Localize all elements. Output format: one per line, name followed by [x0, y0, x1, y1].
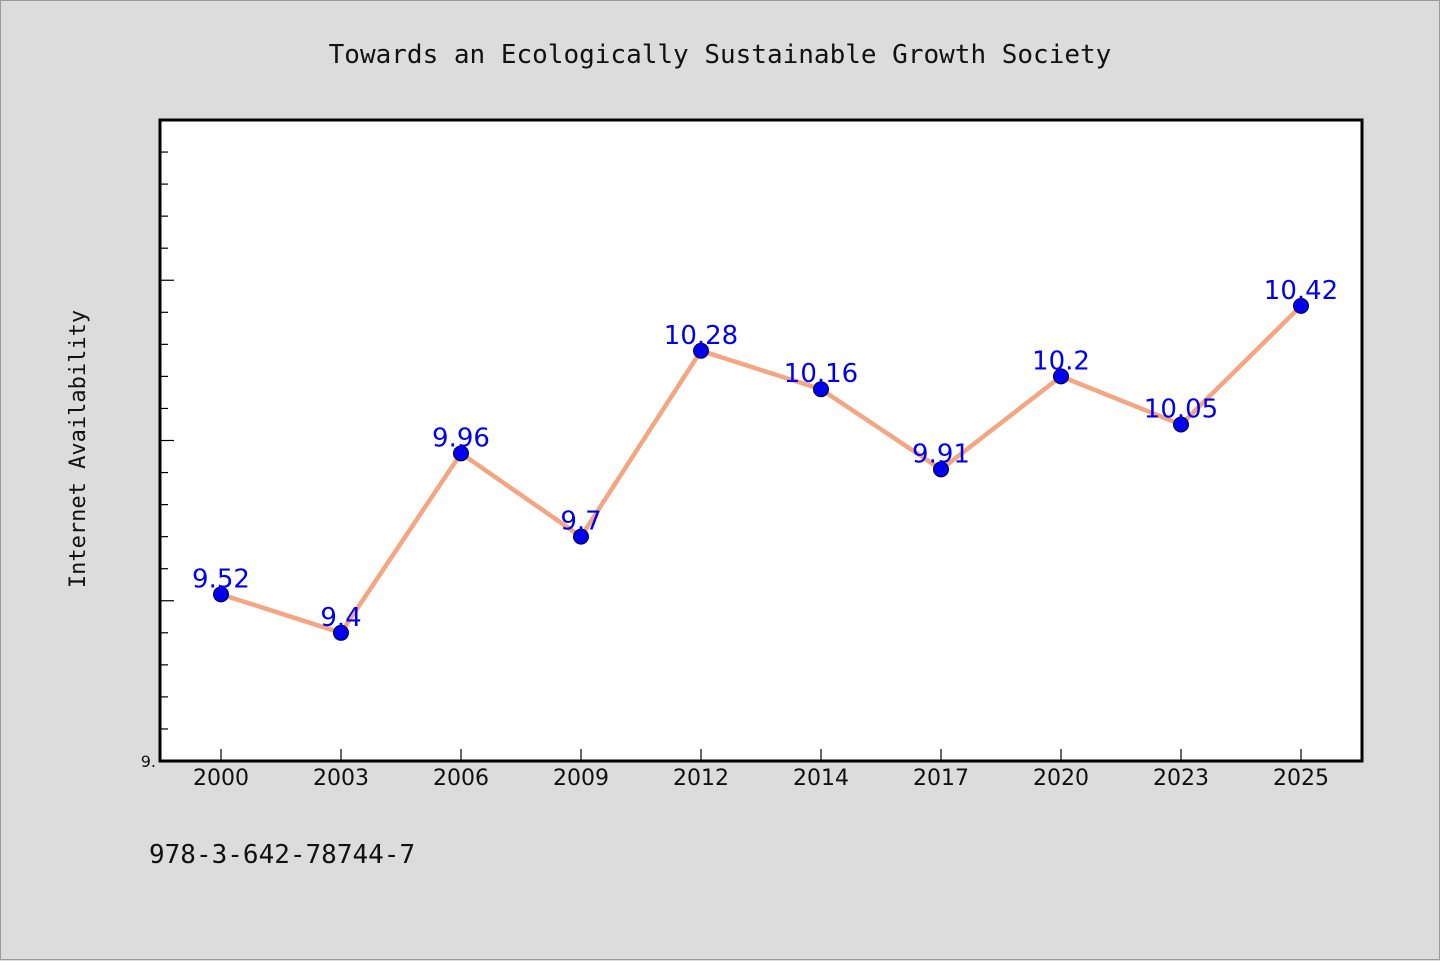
x-tick-label: 2000 [193, 766, 249, 791]
data-label: 10.42 [1264, 276, 1338, 306]
series-line [218, 303, 1304, 636]
series-layer: 9.52 9.4 9.96 9.7 10.28 10.16 9.91 10.2 10.05 10.… [192, 276, 1338, 641]
data-point [693, 342, 709, 359]
data-label: 9.7 [560, 507, 601, 537]
chart-title: Towards an Ecologically Sustainable Grow… [329, 40, 1112, 70]
data-point [933, 461, 949, 478]
y-axis-ticks [160, 151, 174, 730]
x-tick-label: 2012 [673, 766, 729, 791]
data-label: 10.28 [664, 321, 738, 351]
plot-area [158, 118, 1364, 763]
data-point [333, 624, 349, 641]
data-label: 9.91 [912, 439, 970, 469]
data-label: 9.52 [192, 564, 250, 594]
data-point [1293, 297, 1309, 314]
data-label: 9.4 [320, 603, 361, 633]
x-tick-label: 2006 [433, 766, 489, 791]
data-label: 10.05 [1144, 394, 1218, 424]
isbn-footer: 978-3-642-78744-7 [149, 840, 415, 870]
y-tick-label: 9. [141, 752, 156, 771]
x-tick-label: 2020 [1033, 766, 1089, 791]
data-point [813, 381, 829, 398]
x-axis-ticks: 2000 2003 2006 2009 2012 2014 2017 2020 2023 2025 [193, 749, 1329, 791]
x-tick-label: 2014 [793, 766, 849, 791]
data-point [213, 586, 229, 603]
x-tick-label: 2009 [553, 766, 609, 791]
y-axis-label: Internet Availability [66, 310, 91, 588]
x-tick-label: 2025 [1273, 766, 1329, 791]
data-point [573, 528, 589, 545]
data-point [453, 445, 469, 462]
data-point [1053, 368, 1069, 385]
data-point [1173, 416, 1189, 433]
x-tick-label: 2017 [913, 766, 969, 791]
data-label: 9.96 [432, 423, 490, 453]
data-label: 10.2 [1032, 346, 1090, 376]
data-label: 10.16 [784, 359, 858, 389]
x-tick-label: 2003 [313, 766, 369, 791]
x-tick-label: 2023 [1153, 766, 1209, 791]
